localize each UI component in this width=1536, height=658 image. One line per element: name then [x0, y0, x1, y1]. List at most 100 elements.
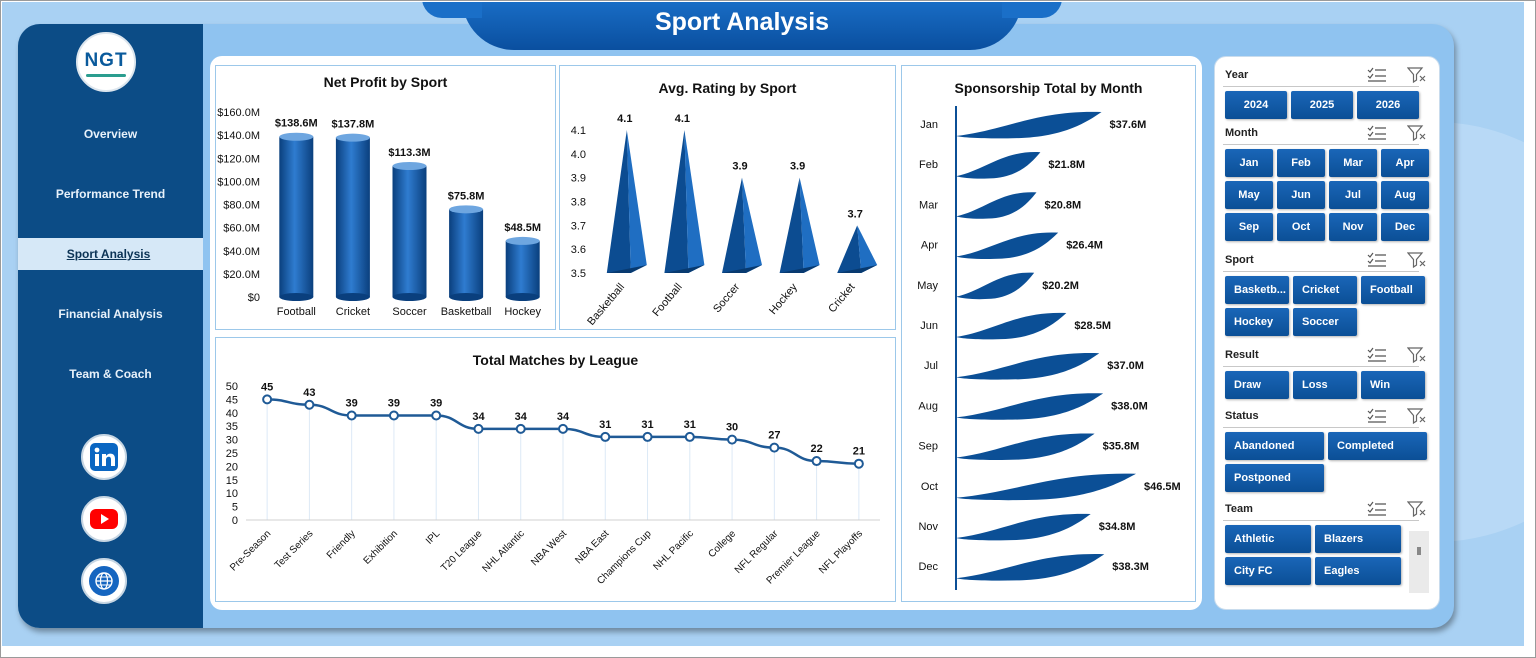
multi-select-icon[interactable]	[1367, 125, 1386, 141]
clear-filter-icon[interactable]	[1406, 501, 1426, 518]
nav-team-coach[interactable]: Team & Coach	[69, 367, 152, 381]
data-point	[600, 431, 611, 442]
clear-filter-icon[interactable]	[1406, 347, 1426, 364]
sponsorship-wave	[956, 111, 1102, 139]
slicer-option-team[interactable]: Athletic	[1225, 525, 1311, 553]
nav-financial-analysis[interactable]: Financial Analysis	[58, 307, 163, 321]
slicer-option-month[interactable]: Dec	[1381, 213, 1429, 241]
team-slicer-scrollbar[interactable]	[1409, 531, 1429, 593]
data-label: $21.8M	[1048, 159, 1085, 171]
data-point	[304, 399, 315, 410]
slicer-option-team[interactable]: Eagles	[1315, 557, 1401, 585]
data-point	[431, 410, 442, 421]
pyramid-face-left	[606, 130, 631, 273]
page-title: Sport Analysis	[654, 8, 830, 36]
bar	[505, 240, 540, 297]
bar	[449, 209, 484, 297]
y-tick-label: Aug	[918, 400, 938, 412]
slicer-option-month[interactable]: Mar	[1329, 149, 1377, 177]
slicer-option-status[interactable]: Postponed	[1225, 464, 1324, 492]
data-point	[811, 456, 822, 467]
nav-performance-trend[interactable]: Performance Trend	[55, 187, 166, 201]
y-tick-label: Mar	[919, 199, 938, 211]
title-banner: Sport Analysis	[422, 2, 1062, 50]
slicer-option-month[interactable]: Jun	[1277, 181, 1325, 209]
nav-overview[interactable]: Overview	[83, 127, 138, 141]
slicer-option-month[interactable]: Aug	[1381, 181, 1429, 209]
linkedin-button[interactable]	[81, 434, 127, 480]
slicer-option-result[interactable]: Win	[1361, 371, 1425, 399]
data-point	[727, 434, 738, 445]
data-label: 21	[853, 446, 865, 458]
slicer-option-month[interactable]: Jan	[1225, 149, 1273, 177]
multi-select-icon[interactable]	[1367, 501, 1386, 517]
data-label: 3.7	[848, 208, 863, 220]
slicer-option-month[interactable]: May	[1225, 181, 1273, 209]
slicer-title-year: Year	[1225, 69, 1249, 81]
pyramid-face-right	[742, 177, 762, 273]
data-label: $38.3M	[1112, 561, 1149, 573]
y-tick-label: Jun	[920, 320, 938, 332]
slicer-option-team[interactable]: Blazers	[1315, 525, 1401, 553]
slicer-option-month[interactable]: Oct	[1277, 213, 1325, 241]
clear-filter-icon[interactable]	[1406, 252, 1426, 269]
slicer-option-sport[interactable]: Football	[1361, 276, 1425, 304]
slicer-option-year[interactable]: 2025	[1291, 91, 1353, 119]
pyramid-base	[722, 265, 762, 273]
slicer-option-sport[interactable]: Hockey	[1225, 308, 1289, 336]
data-point	[515, 423, 526, 434]
bar-base	[279, 293, 314, 301]
slicer-option-month[interactable]: Jul	[1329, 181, 1377, 209]
slicer-option-result[interactable]: Draw	[1225, 371, 1289, 399]
slicer-option-team[interactable]: City FC	[1225, 557, 1311, 585]
data-label: $113.3M	[388, 147, 430, 159]
multi-select-icon[interactable]	[1367, 347, 1386, 363]
multi-select-icon[interactable]	[1367, 252, 1386, 268]
y-tick-label: 0	[232, 515, 238, 527]
bar-top	[335, 133, 370, 142]
y-tick-label: $100.0M	[217, 176, 260, 188]
avg-rating-title: Avg. Rating by Sport	[658, 80, 797, 96]
nav-sport-analysis[interactable]: Sport Analysis	[18, 238, 203, 270]
pyramid-base	[779, 265, 820, 273]
logo-swoosh	[86, 74, 126, 77]
x-tick-label: Cricket	[826, 281, 857, 315]
data-label: 31	[641, 419, 653, 431]
multi-select-icon[interactable]	[1367, 67, 1386, 83]
slicer-option-month[interactable]: Feb	[1277, 149, 1325, 177]
y-tick-label: 25	[226, 448, 238, 460]
slicer-option-sport[interactable]: Basketb...	[1225, 276, 1289, 304]
clear-filter-icon[interactable]	[1406, 67, 1426, 84]
x-tick-label: T20 League	[439, 528, 485, 574]
multi-select-icon[interactable]	[1367, 408, 1386, 424]
data-label: 39	[388, 397, 400, 409]
slicer-divider	[1223, 86, 1419, 87]
slicer-option-month[interactable]: Nov	[1329, 213, 1377, 241]
clear-filter-icon[interactable]	[1406, 408, 1426, 425]
slicer-title-sport: Sport	[1225, 254, 1254, 266]
slicer-option-month[interactable]: Apr	[1381, 149, 1429, 177]
y-tick-label: Oct	[921, 481, 938, 493]
slicer-option-status[interactable]: Completed	[1328, 432, 1427, 460]
x-tick-label: Test Series	[273, 528, 316, 571]
clear-filter-icon[interactable]	[1406, 125, 1426, 142]
slicer-option-sport[interactable]: Cricket	[1293, 276, 1357, 304]
x-tick-label: Basketball	[585, 281, 627, 328]
y-tick-label: Dec	[918, 561, 938, 573]
y-tick-label: 3.6	[571, 244, 586, 256]
y-tick-label: 15	[226, 475, 238, 487]
slicer-option-month[interactable]: Sep	[1225, 213, 1273, 241]
net-profit-title: Net Profit by Sport	[323, 74, 448, 90]
youtube-button[interactable]	[81, 496, 127, 542]
data-label: 34	[515, 411, 528, 423]
slicer-option-sport[interactable]: Soccer	[1293, 308, 1357, 336]
data-label: 4.1	[617, 113, 632, 125]
scrollbar-thumb[interactable]	[1417, 547, 1421, 555]
slicer-option-year[interactable]: 2024	[1225, 91, 1287, 119]
x-tick-label: Pre-Season	[228, 528, 273, 573]
slicer-option-result[interactable]: Loss	[1293, 371, 1357, 399]
slicer-option-year[interactable]: 2026	[1357, 91, 1419, 119]
slicer-option-status[interactable]: Abandoned	[1225, 432, 1324, 460]
website-button[interactable]	[81, 558, 127, 604]
x-tick-label: Soccer	[392, 306, 427, 318]
